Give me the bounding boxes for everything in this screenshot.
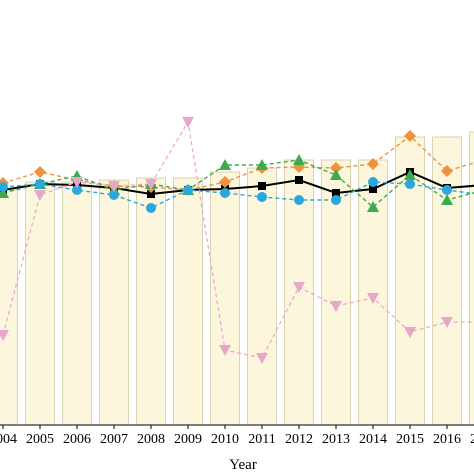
series-5-point-2004 — [0, 330, 9, 341]
series-4-point-2016 — [442, 185, 452, 195]
x-tick-label-2007: 2007 — [100, 432, 128, 447]
series-4-point-2015 — [405, 179, 415, 189]
series-4-point-2008 — [146, 203, 156, 213]
series-2-point-2013 — [330, 162, 342, 174]
series-5-point-2012 — [293, 282, 305, 293]
bar-2004 — [0, 189, 18, 426]
series-5-point-2016 — [441, 317, 453, 328]
series-4-point-2010 — [220, 188, 230, 198]
bar-2017 — [469, 131, 474, 426]
series-1-point-2013 — [332, 189, 340, 197]
series-3-point-2012 — [293, 154, 305, 165]
series-5-point-2010 — [219, 345, 231, 356]
series-5-point-2007 — [108, 181, 120, 192]
x-tick-label-2004: 2004 — [0, 432, 17, 447]
bar-2016 — [432, 136, 462, 426]
series-5-point-2011 — [256, 353, 268, 364]
x-tick-label-2010: 2010 — [211, 432, 239, 447]
x-tick-label-2013: 2013 — [322, 432, 350, 447]
series-5-point-2009 — [182, 117, 194, 128]
series-5-point-2015 — [404, 327, 416, 338]
markers-layer — [0, 117, 453, 364]
series-4-point-2004 — [0, 182, 8, 192]
x-tick-label-2017: 2017 — [470, 432, 474, 447]
series-line-3 — [2, 159, 474, 208]
series-1-point-2011 — [258, 182, 266, 190]
series-5-point-2006 — [71, 177, 83, 188]
series-line-4 — [2, 181, 474, 209]
bar-2006 — [62, 181, 92, 426]
series-2-point-2015 — [404, 130, 416, 142]
series-4-point-2011 — [257, 192, 267, 202]
bar-2007 — [99, 179, 129, 426]
series-3-point-2013 — [330, 169, 342, 180]
x-tick-label-2005: 2005 — [26, 432, 54, 447]
bar-2005 — [25, 181, 55, 426]
series-4-point-2007 — [109, 190, 119, 200]
series-1-point-2014 — [369, 185, 377, 193]
bars-layer — [0, 131, 474, 426]
series-4-point-2009 — [183, 185, 193, 195]
series-5-point-2008 — [145, 179, 157, 190]
x-tick-label-2012: 2012 — [285, 432, 313, 447]
bar-2008 — [136, 177, 166, 426]
x-tick-label-2011: 2011 — [248, 432, 275, 447]
bar-2011 — [247, 167, 277, 426]
series-4-point-2013 — [331, 195, 341, 205]
x-tick-label-2006: 2006 — [63, 432, 91, 447]
series-line-2 — [2, 135, 474, 191]
series-3-point-2015 — [404, 169, 416, 180]
series-4-point-2006 — [72, 185, 82, 195]
series-5-point-2014 — [367, 293, 379, 304]
series-4-point-2014 — [368, 177, 378, 187]
x-tick-label-2008: 2008 — [137, 432, 165, 447]
series-1-point-2008 — [147, 190, 155, 198]
bar-2014 — [358, 159, 388, 426]
series-2-point-2010 — [219, 176, 231, 188]
series-2-point-2005 — [34, 166, 46, 178]
x-tick-label-2015: 2015 — [396, 432, 424, 447]
series-3-point-2014 — [367, 201, 379, 212]
series-3-point-2010 — [219, 159, 231, 170]
lines-layer — [2, 120, 474, 359]
series-2-point-2016 — [441, 165, 453, 177]
series-line-1 — [2, 170, 474, 196]
series-line-5 — [2, 120, 474, 359]
series-2-point-2014 — [367, 158, 379, 170]
series-5-point-2013 — [330, 301, 342, 312]
series-5-point-2005 — [34, 190, 46, 201]
series-4-point-2005 — [35, 179, 45, 189]
x-tick-label-2016: 2016 — [433, 432, 461, 447]
x-tick-label-2009: 2009 — [174, 432, 202, 447]
bar-2009 — [173, 177, 203, 426]
x-axis-title: Year — [229, 457, 257, 473]
series-1-point-2012 — [295, 176, 303, 184]
x-tick-label-2014: 2014 — [359, 432, 387, 447]
series-3-point-2016 — [441, 194, 453, 205]
bar-2013 — [321, 159, 351, 426]
bar-2010 — [210, 171, 240, 426]
ticks-layer: 2004 2005 2006 2007 2008 2009 2010 2011 2012 2013… — [0, 425, 474, 447]
series-3-point-2011 — [256, 159, 268, 170]
series-4-point-2012 — [294, 195, 304, 205]
